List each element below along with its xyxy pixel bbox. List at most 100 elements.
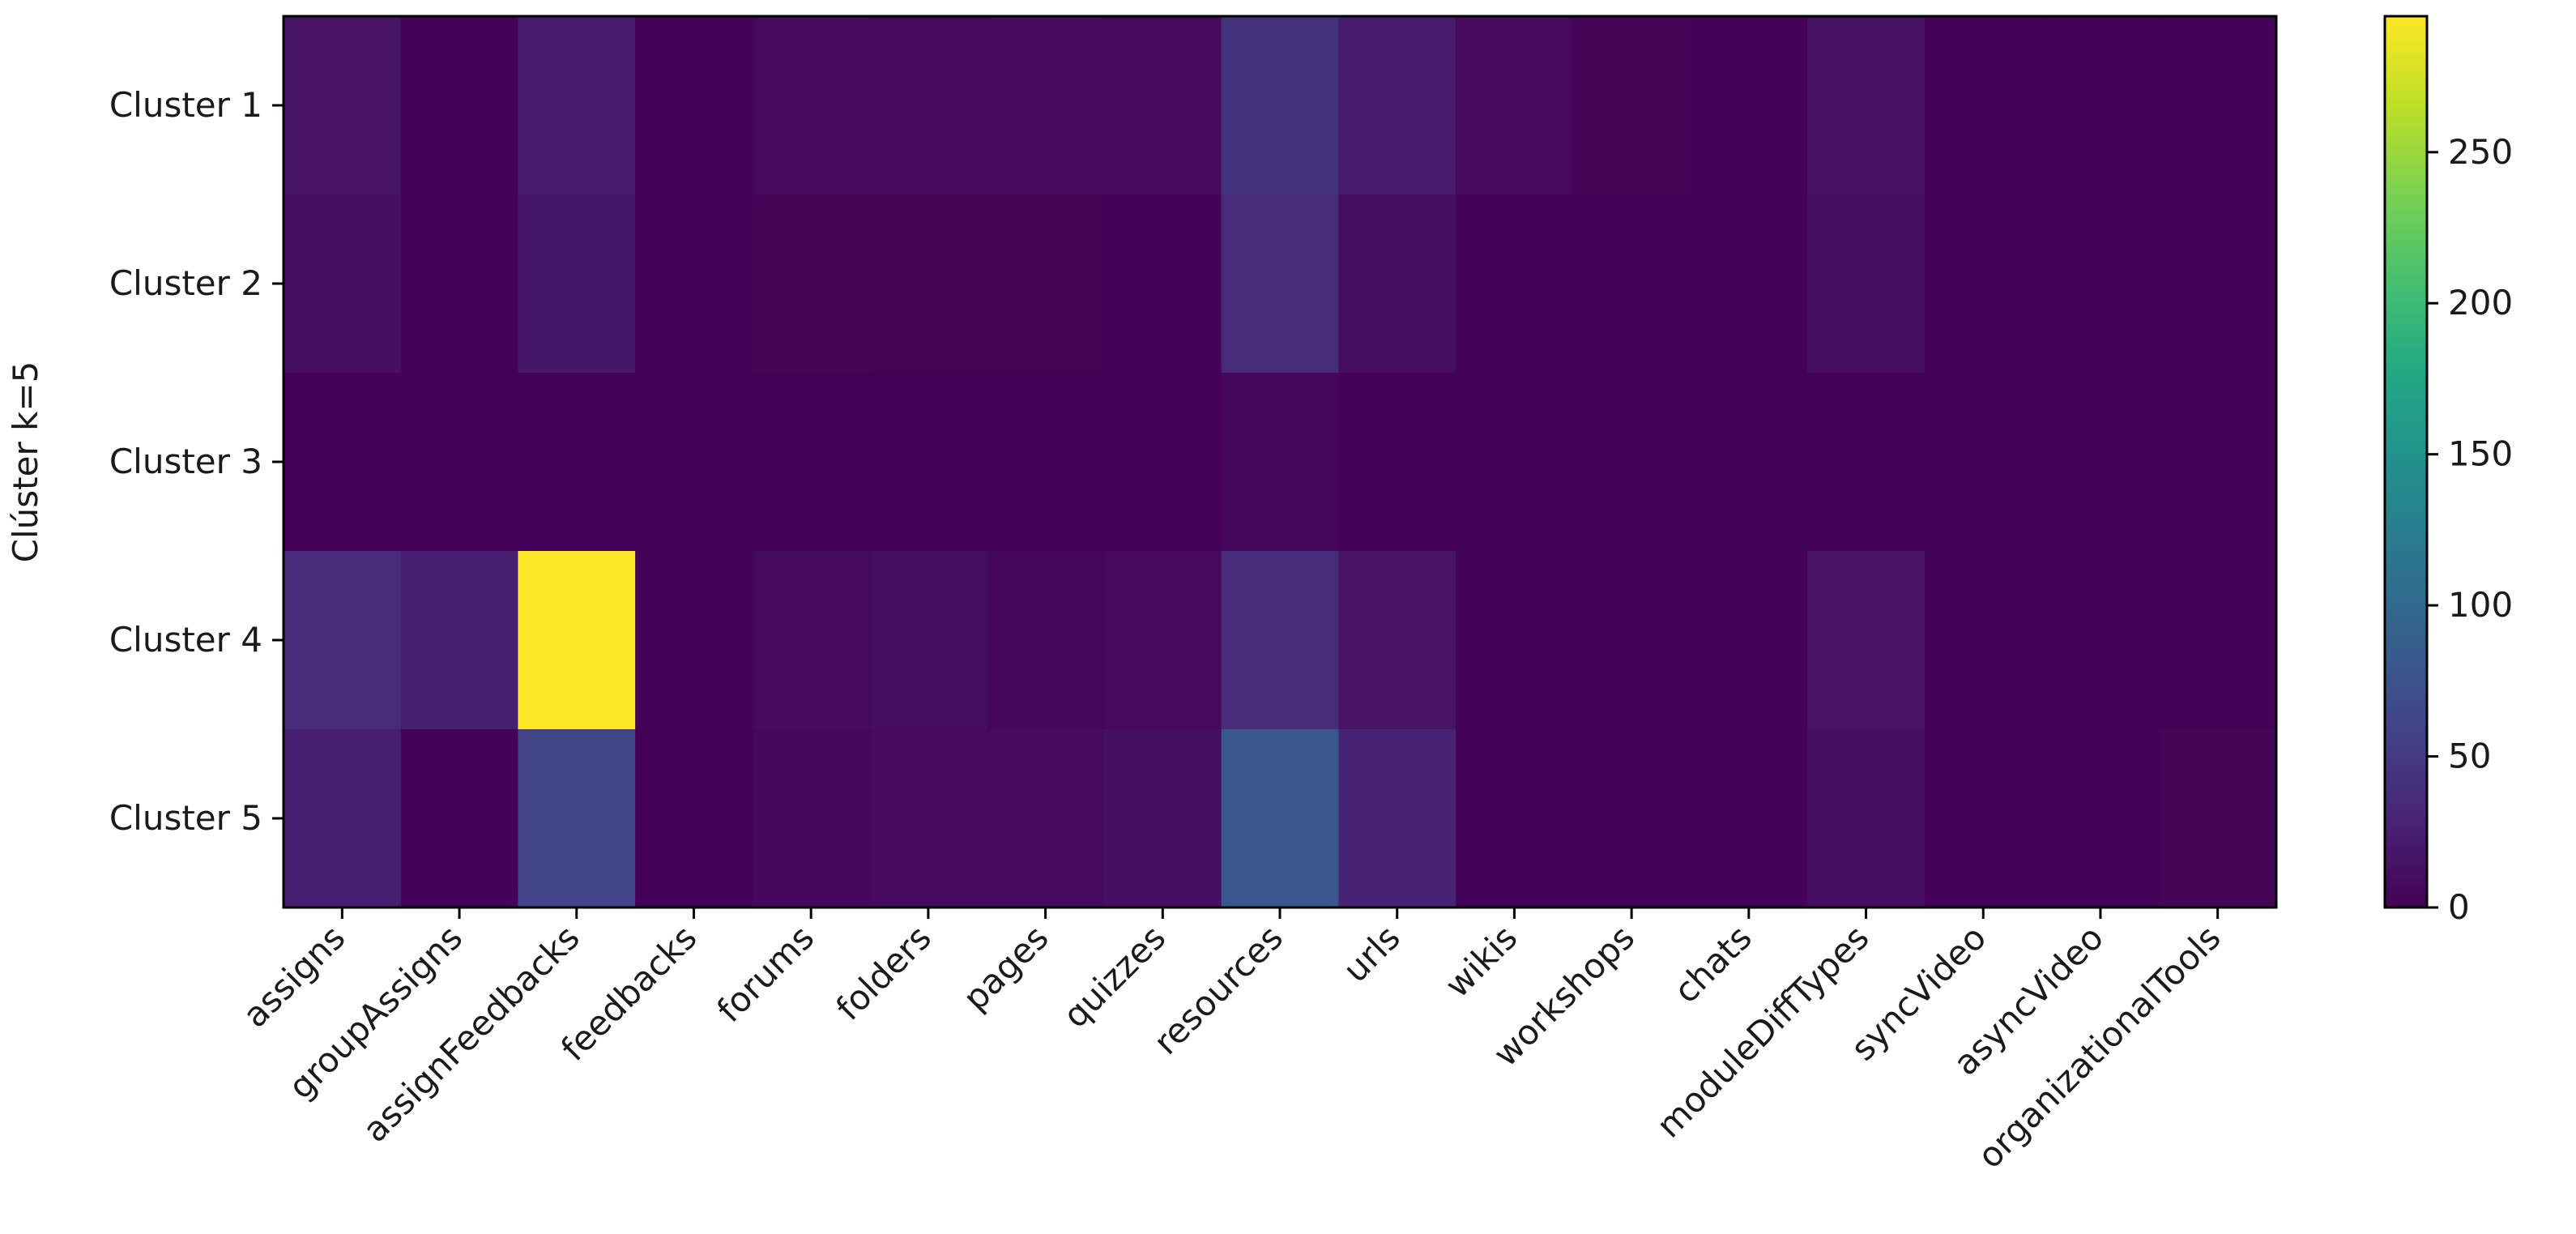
heatmap-cell [987, 551, 1105, 730]
heatmap-cell [1924, 194, 2043, 374]
heatmap-cell [987, 729, 1105, 908]
heatmap-cell [518, 16, 636, 195]
heatmap-cell [1807, 194, 1926, 374]
heatmap-cell [518, 373, 636, 552]
heatmap-cell [400, 194, 519, 374]
heatmap-cell [1690, 194, 1808, 374]
heatmap-cell [2041, 16, 2160, 195]
heatmap-cell [2159, 16, 2277, 195]
heatmap-cell [518, 551, 636, 730]
heatmap-cell [1221, 16, 1339, 195]
heatmap-cell [635, 194, 753, 374]
colorbar-tick-label: 200 [2448, 283, 2513, 322]
heatmap-cell [1807, 729, 1926, 908]
heatmap-cell [1338, 373, 1456, 552]
heatmap-cells [284, 16, 2277, 908]
y-tick-label: Cluster 5 [109, 798, 262, 838]
heatmap-cell [2159, 373, 2277, 552]
heatmap-cell [1221, 373, 1339, 552]
colorbar [2383, 15, 2429, 909]
heatmap-cell [518, 729, 636, 908]
heatmap-cell [284, 729, 402, 908]
heatmap-cell [2159, 551, 2277, 730]
colorbar-tick-label: 50 [2448, 737, 2491, 776]
heatmap-cell [869, 373, 987, 552]
heatmap-cell [1924, 373, 2043, 552]
y-tick-label: Cluster 2 [109, 263, 262, 303]
y-tick-label: Cluster 1 [109, 85, 262, 125]
heatmap-cell [635, 373, 753, 552]
heatmap-cell [400, 373, 519, 552]
heatmap-cell [1690, 551, 1808, 730]
heatmap-cell [635, 729, 753, 908]
heatmap-cell [284, 551, 402, 730]
heatmap-cell [1807, 373, 1926, 552]
heatmap-cell [2041, 729, 2160, 908]
heatmap-cell [1572, 729, 1691, 908]
heatmap-cell [1456, 551, 1574, 730]
heatmap-cell [1572, 373, 1691, 552]
colorbar-tick-label: 250 [2448, 132, 2513, 172]
heatmap-cell [1572, 194, 1691, 374]
heatmap-cell [400, 16, 519, 195]
heatmap-cell [1924, 16, 2043, 195]
heatmap-cell [1807, 16, 1926, 195]
heatmap-cell [1103, 551, 1222, 730]
heatmap-cell [1690, 373, 1808, 552]
heatmap-cell [1221, 551, 1339, 730]
heatmap-cell [1690, 16, 1808, 195]
colorbar-ticks: 0 50 100 150 200 250 [2427, 132, 2513, 927]
heatmap-cell [2159, 194, 2277, 374]
heatmap-cell [869, 551, 987, 730]
y-axis-label: Clúster k=5 [6, 361, 45, 563]
heatmap-cell [1456, 16, 1574, 195]
heatmap-cell [1924, 551, 2043, 730]
heatmap-cell [284, 373, 402, 552]
heatmap-cell [1103, 729, 1222, 908]
heatmap-cell [1572, 16, 1691, 195]
y-axis: Cluster 1 Cluster 2 Cluster 3 Cluster 4 Clus… [109, 85, 284, 838]
heatmap-cell [2041, 551, 2160, 730]
heatmap-cell [752, 729, 871, 908]
heatmap-cell [635, 16, 753, 195]
colorbar-tick-label: 150 [2448, 434, 2513, 474]
heatmap-cell [869, 729, 987, 908]
heatmap-cell [400, 729, 519, 908]
heatmap-cell [400, 551, 519, 730]
heatmap-cell [2159, 729, 2277, 908]
heatmap-cell [869, 194, 987, 374]
heatmap-cell [1456, 194, 1574, 374]
colorbar-tick-label: 0 [2448, 887, 2470, 927]
heatmap-cell [1807, 551, 1926, 730]
heatmap-cell [1338, 551, 1456, 730]
heatmap-cell [284, 194, 402, 374]
heatmap-cell [987, 16, 1105, 195]
heatmap-cell [635, 551, 753, 730]
heatmap-cell [987, 194, 1105, 374]
heatmap-cell [869, 16, 987, 195]
heatmap-cell [1572, 551, 1691, 730]
heatmap-cell [2041, 194, 2160, 374]
heatmap-cell [1456, 729, 1574, 908]
heatmap-cell [752, 551, 871, 730]
heatmap-cell [284, 16, 402, 195]
heatmap-cell [518, 194, 636, 374]
heatmap-cell [1221, 729, 1339, 908]
heatmap-cell [1338, 729, 1456, 908]
heatmap-cell [987, 373, 1105, 552]
heatmap-cell [752, 194, 871, 374]
heatmap-cell [1338, 16, 1456, 195]
heatmap-cell [1456, 373, 1574, 552]
heatmap-cell [752, 373, 871, 552]
heatmap-cell [2041, 373, 2160, 552]
y-tick-label: Cluster 3 [109, 442, 262, 481]
heatmap-cell [1103, 16, 1222, 195]
heatmap-cell [1338, 194, 1456, 374]
y-tick-label: Cluster 4 [109, 620, 262, 660]
heatmap-cell [1103, 194, 1222, 374]
heatmap-cell [1690, 729, 1808, 908]
heatmap-cell [1221, 194, 1339, 374]
heatmap-cell [1924, 729, 2043, 908]
heatmap-cell [752, 16, 871, 195]
